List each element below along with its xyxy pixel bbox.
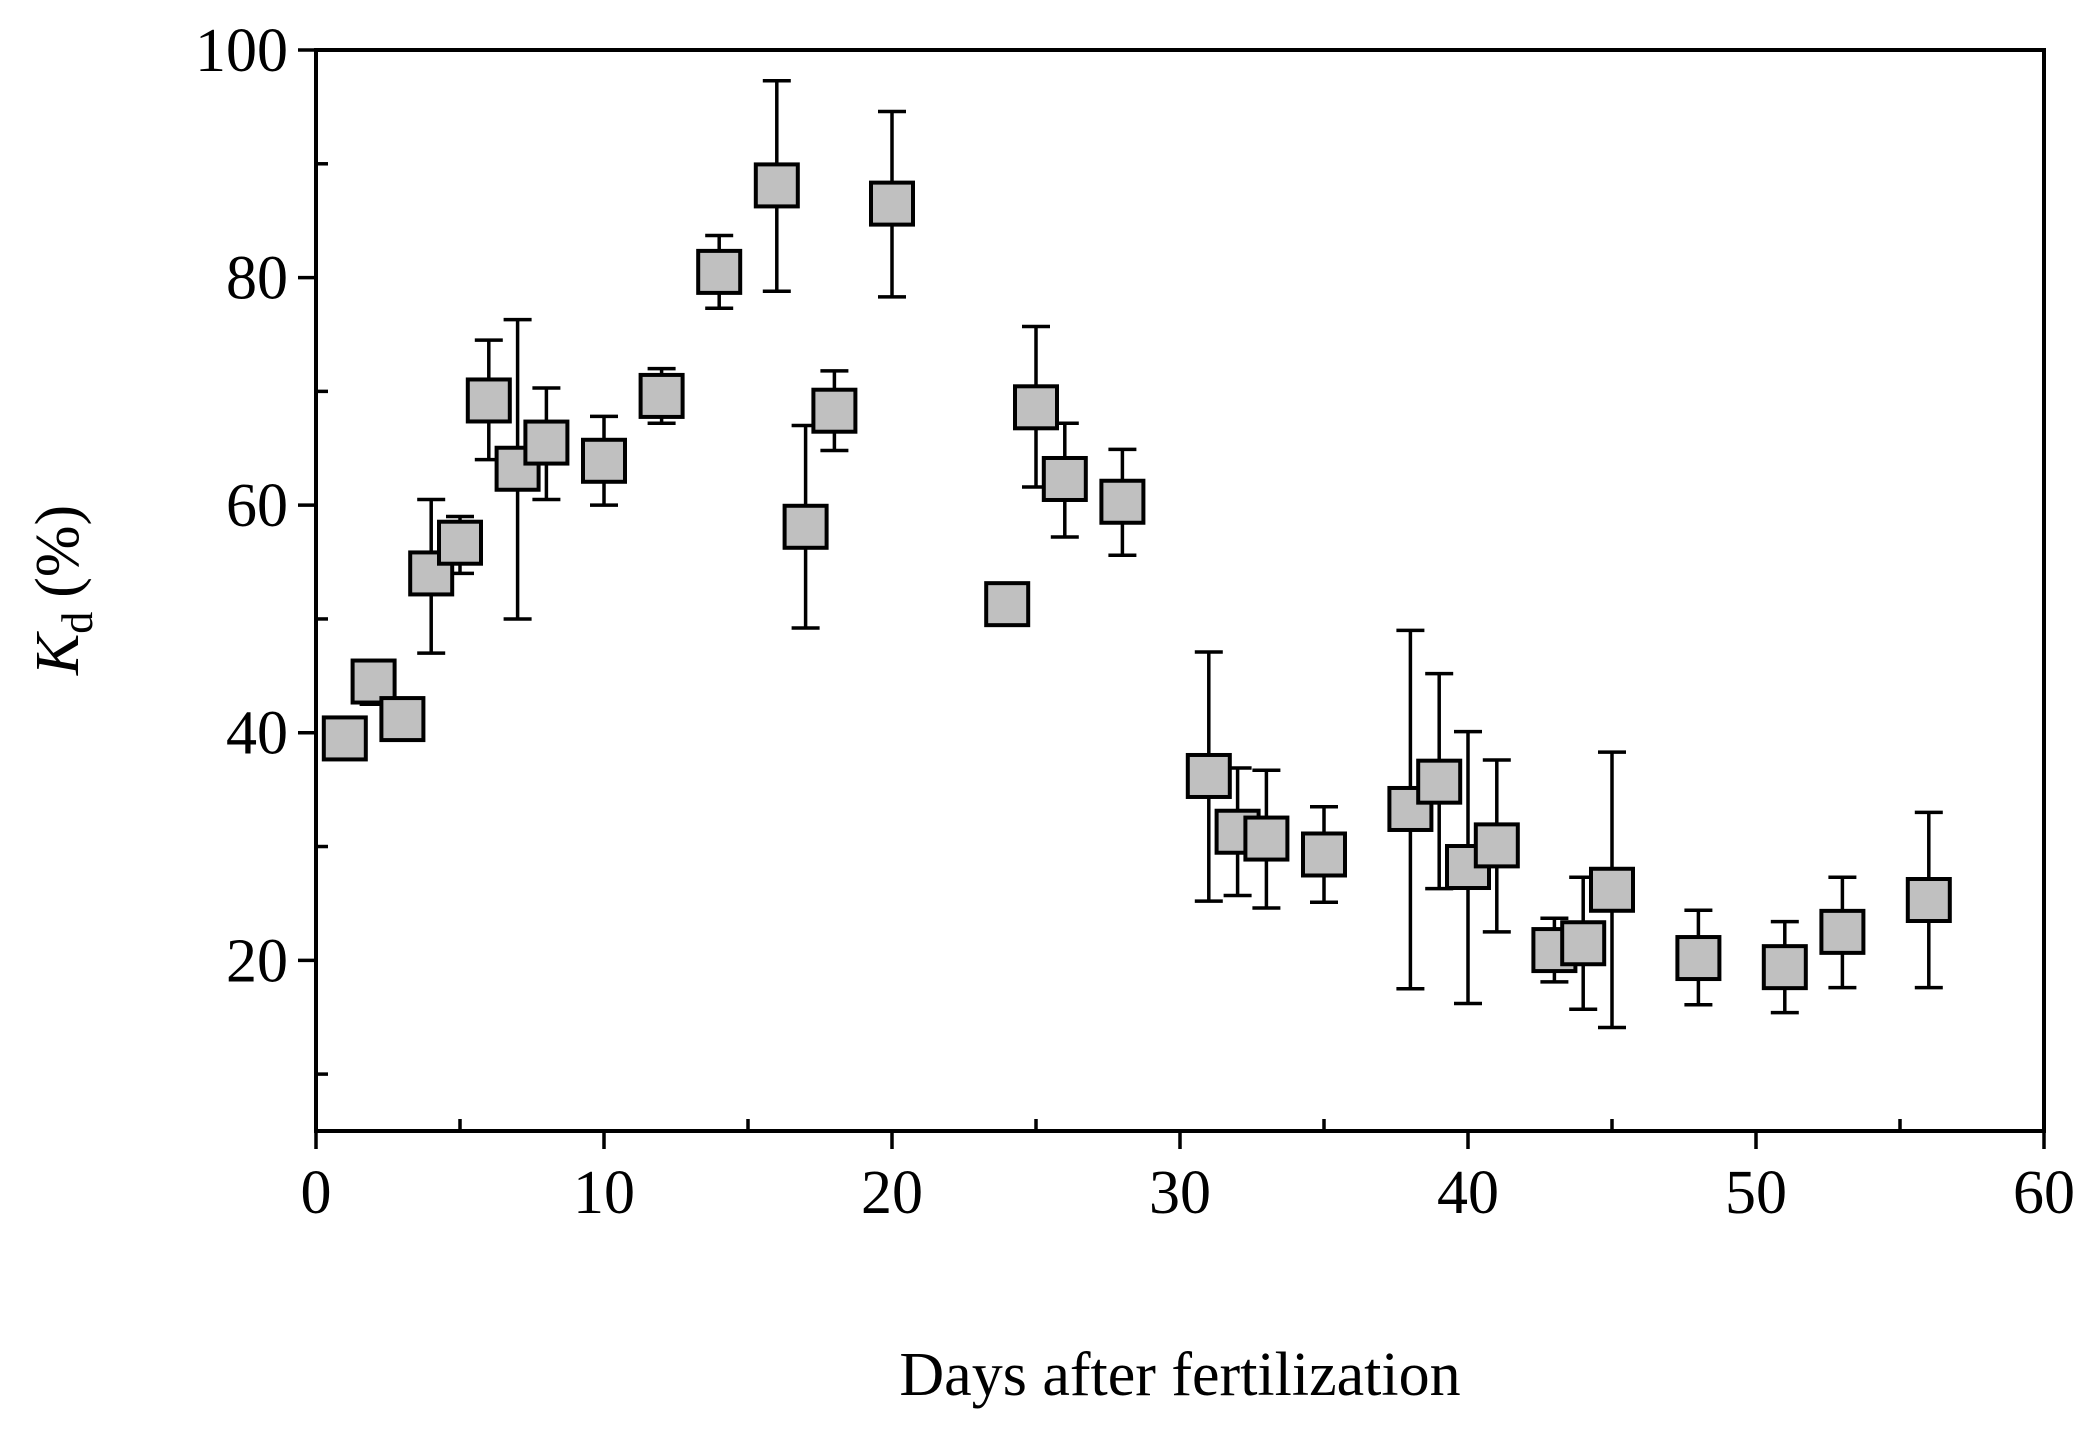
- x-tick-label: 50: [1725, 1159, 1787, 1227]
- y-axis-title-unit: (%): [24, 505, 92, 598]
- axis-ticks: [298, 48, 2046, 1149]
- svg-text:Kd(%): Kd (%): [24, 505, 102, 676]
- data-point: [696, 248, 743, 295]
- data-point: [581, 437, 627, 484]
- data-markers: [321, 162, 1952, 991]
- y-tick-label: 20: [226, 927, 288, 995]
- x-tick-label: 20: [861, 1159, 923, 1227]
- x-tick-label: 60: [2013, 1159, 2075, 1227]
- data-point: [782, 503, 829, 550]
- data-point: [1905, 877, 1952, 924]
- y-axis-title-main: K: [24, 630, 92, 676]
- data-point: [811, 387, 858, 434]
- data-point: [869, 180, 915, 227]
- data-point: [1041, 455, 1088, 502]
- data-point: [1675, 935, 1722, 982]
- y-axis-title-sub: d: [53, 612, 102, 634]
- error-bars: [330, 78, 1943, 1030]
- tick-labels: 0 10 20 30 40 50 60 20 40 60 80 100: [195, 17, 2075, 1227]
- data-point: [1013, 384, 1059, 431]
- x-tick-label: 40: [1437, 1159, 1499, 1227]
- data-point: [1589, 866, 1635, 913]
- data-point: [1473, 822, 1520, 869]
- data-point: [753, 162, 800, 209]
- data-point: [984, 581, 1031, 628]
- data-point: [1185, 752, 1232, 799]
- data-point: [638, 372, 685, 419]
- data-point: [1301, 831, 1347, 878]
- data-point: [350, 658, 397, 705]
- data-point: [1761, 944, 1808, 991]
- x-tick-label: 10: [573, 1159, 635, 1227]
- data-point: [1560, 920, 1607, 967]
- data-point: [1099, 478, 1146, 525]
- data-point: [465, 377, 512, 424]
- x-tick-label: 0: [301, 1159, 332, 1227]
- data-point: [379, 696, 426, 743]
- data-point: [523, 419, 570, 466]
- y-tick-label: 40: [226, 700, 288, 768]
- data-point: [1416, 758, 1463, 805]
- x-tick-label: 30: [1149, 1159, 1211, 1227]
- x-axis-title: Days after fertilization: [899, 1341, 1460, 1409]
- data-point: [1243, 815, 1290, 862]
- data-point: [1819, 908, 1866, 955]
- y-axis-title: Kd (%): [24, 505, 102, 676]
- data-point: [321, 715, 368, 762]
- data-point: [437, 519, 483, 566]
- y-tick-label: 100: [195, 17, 288, 85]
- y-tick-label: 60: [226, 472, 288, 540]
- y-tick-label: 80: [226, 245, 288, 313]
